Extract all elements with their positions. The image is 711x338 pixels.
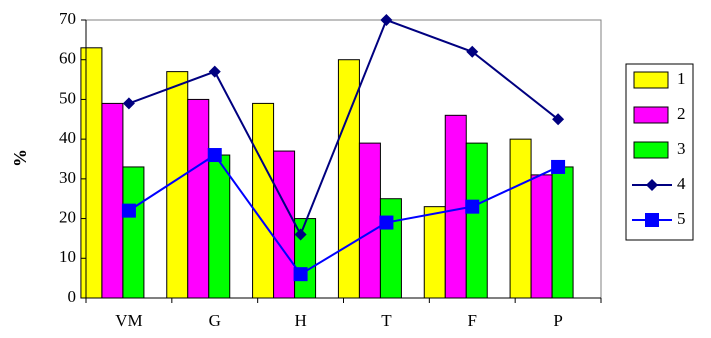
point-series-5 (293, 267, 308, 282)
bar-series-2 (187, 98, 210, 299)
legend-label-1: 1 (677, 69, 686, 88)
point-series-5 (121, 203, 136, 218)
x-tick-label: G (209, 311, 221, 330)
y-tick-label: 50 (59, 88, 76, 107)
x-tick-label: H (294, 311, 306, 330)
point-series-5 (551, 159, 566, 174)
bars-group (80, 47, 574, 299)
bar-series-2 (358, 142, 381, 299)
legend-label-3: 3 (677, 139, 686, 158)
y-axis-label: % (10, 149, 30, 167)
legend-label-5: 5 (677, 209, 686, 228)
y-tick-label: 70 (59, 9, 76, 28)
point-series-5 (379, 215, 394, 230)
point-series-5 (465, 199, 480, 214)
x-tick-label: F (468, 311, 477, 330)
line-series-5 (128, 153, 559, 276)
point-series-4 (294, 228, 307, 241)
y-tick-label: 20 (59, 207, 76, 226)
bar-series-2 (101, 102, 124, 299)
axes-group: 0 10 20 30 40 50 60 70 VM G H T F P (59, 9, 602, 330)
bar-series-2 (444, 114, 467, 299)
legend: 1 2 3 4 5 (625, 63, 694, 241)
y-tick-label: 30 (59, 168, 76, 187)
bar-series-3 (208, 154, 231, 299)
x-tick-label: P (553, 311, 562, 330)
bar-series-1 (80, 47, 103, 299)
bar-series-3 (379, 198, 402, 299)
bar-series-1 (252, 102, 275, 299)
bar-series-3 (465, 142, 488, 299)
y-tick-label: 10 (59, 247, 76, 266)
bar-series-2 (273, 150, 296, 299)
point-series-4 (208, 65, 221, 78)
bar-series-3 (122, 166, 145, 299)
point-series-4 (466, 45, 479, 58)
legend-marker-4 (646, 179, 658, 191)
y-tick-label: 60 (59, 49, 76, 68)
line-series-4 (128, 18, 559, 237)
legend-label-4: 4 (677, 174, 686, 193)
y-tick-label: 0 (68, 287, 77, 306)
x-tick-label: T (381, 311, 392, 330)
bar-series-1 (509, 138, 532, 299)
point-series-5 (207, 148, 222, 163)
y-tick-label: 40 (59, 128, 76, 147)
legend-swatch-2 (633, 106, 669, 124)
lines-group (121, 14, 566, 282)
bar-series-1 (423, 206, 446, 299)
legend-swatch-3 (633, 141, 669, 159)
x-tick-label: VM (115, 311, 142, 330)
bar-series-2 (530, 174, 553, 299)
bar-series-3 (551, 166, 574, 299)
legend-swatch-1 (633, 71, 669, 89)
point-series-4 (552, 113, 565, 126)
legend-label-2: 2 (677, 104, 686, 123)
point-series-4 (380, 14, 393, 26)
point-series-4 (122, 97, 135, 110)
legend-marker-5 (645, 213, 659, 227)
